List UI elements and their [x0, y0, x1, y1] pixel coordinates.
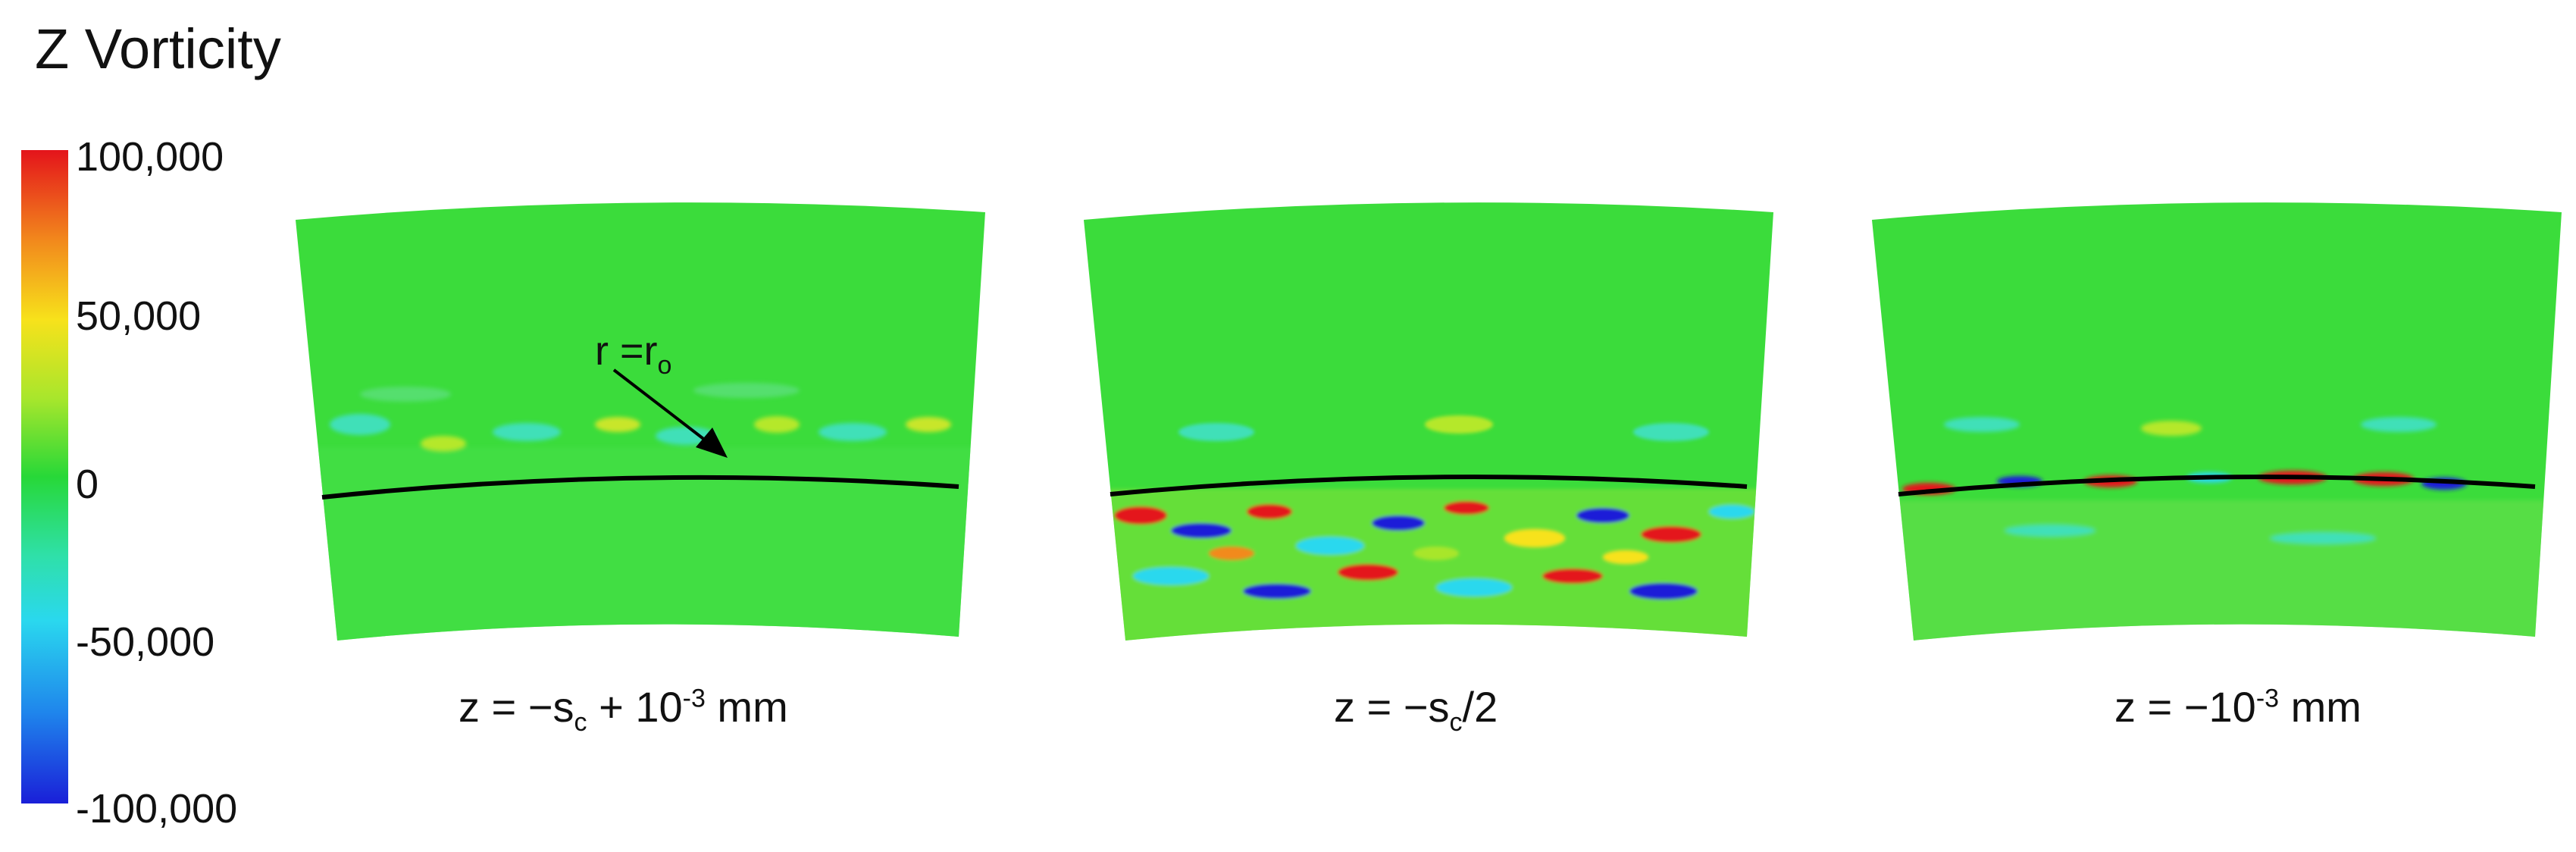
panel-3-caption: z = −10-3 mm — [2114, 683, 2362, 731]
annotation-arrow — [612, 368, 728, 458]
vorticity-field-2 — [1084, 202, 1773, 641]
panel-3 — [1868, 197, 2565, 652]
r-equals-ro-label: r =ro — [595, 328, 672, 380]
colorbar — [21, 150, 68, 803]
panel-2 — [1080, 197, 1777, 652]
panel-2-caption: z = −sc/2 — [1334, 683, 1498, 738]
figure-title: Z Vorticity — [35, 17, 281, 80]
panel-1 — [292, 197, 989, 652]
colorbar-tick-neg50000: -50,000 — [76, 619, 215, 665]
panel-1-caption: z = −sc + 10-3 mm — [459, 683, 788, 738]
colorbar-tick-max: 100,000 — [76, 134, 224, 180]
colorbar-tick-zero: 0 — [76, 462, 99, 507]
vorticity-field-1 — [296, 202, 985, 641]
vorticity-field-3 — [1872, 202, 2562, 641]
colorbar-tick-50000: 50,000 — [76, 293, 202, 339]
colorbar-tick-min: -100,000 — [76, 786, 238, 832]
